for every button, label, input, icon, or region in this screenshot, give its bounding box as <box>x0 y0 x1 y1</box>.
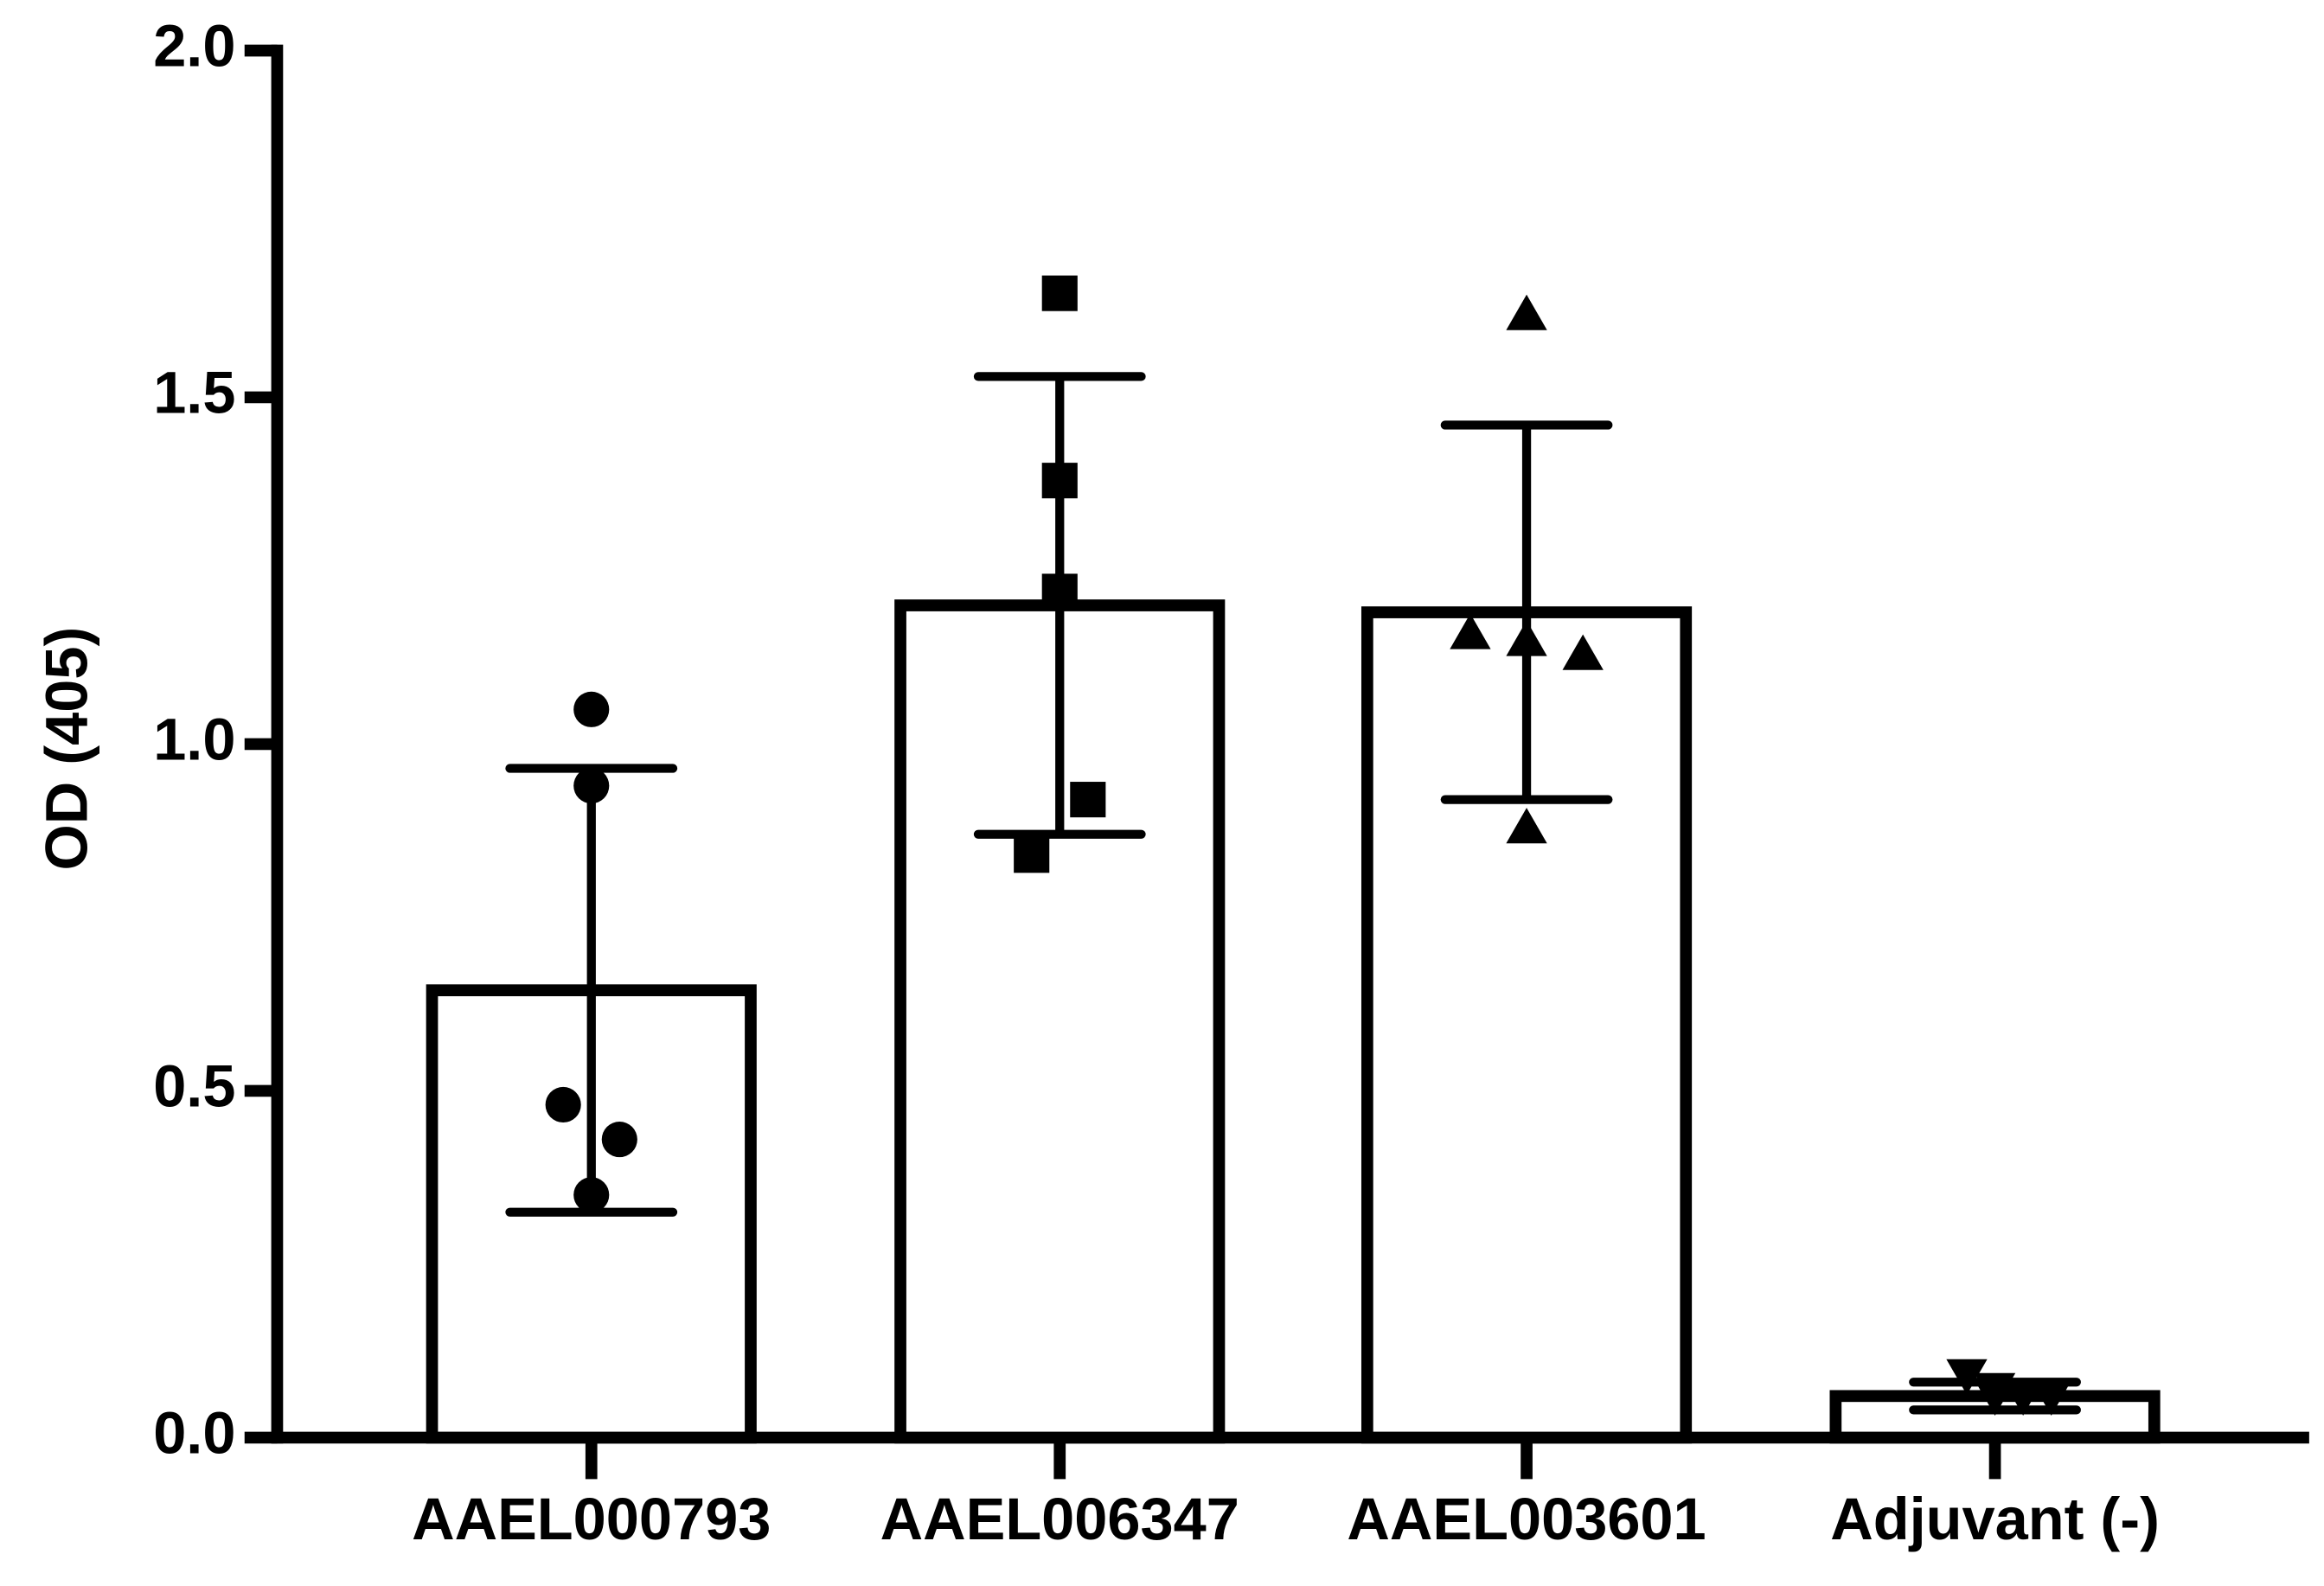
y-tick-label: 1.5 <box>153 360 235 426</box>
y-tick-label: 1.0 <box>153 707 235 773</box>
data-point <box>573 1177 610 1213</box>
data-point <box>1041 573 1078 610</box>
bar <box>1360 606 1693 1444</box>
y-tick-label: 0.5 <box>153 1053 235 1120</box>
data-point <box>1506 294 1547 330</box>
y-tick-label: 0.0 <box>153 1400 235 1467</box>
data-point <box>573 768 610 804</box>
data-point <box>1041 463 1078 499</box>
data-point <box>1041 275 1078 311</box>
x-tick-label: AAEL003601 <box>1347 1486 1706 1552</box>
data-point <box>1506 808 1547 844</box>
y-tick-label: 2.0 <box>153 13 235 80</box>
data-point <box>601 1122 637 1158</box>
x-tick-label: AAEL000793 <box>412 1486 771 1552</box>
data-point <box>1974 1379 2016 1416</box>
data-point <box>545 1086 581 1123</box>
data-point <box>1562 634 1604 670</box>
y-axis-label: OD (405) <box>33 627 99 871</box>
x-tick-label: Adjuvant (-) <box>1830 1486 2160 1552</box>
data-point <box>1070 782 1106 818</box>
data-point <box>2031 1379 2072 1416</box>
x-tick-label: AAEL006347 <box>880 1486 1239 1552</box>
data-point <box>1506 620 1547 656</box>
data-point <box>1014 837 1050 873</box>
data-point <box>573 691 610 727</box>
data-point <box>1946 1359 1988 1395</box>
data-point <box>2002 1379 2044 1416</box>
data-point <box>1450 613 1491 649</box>
